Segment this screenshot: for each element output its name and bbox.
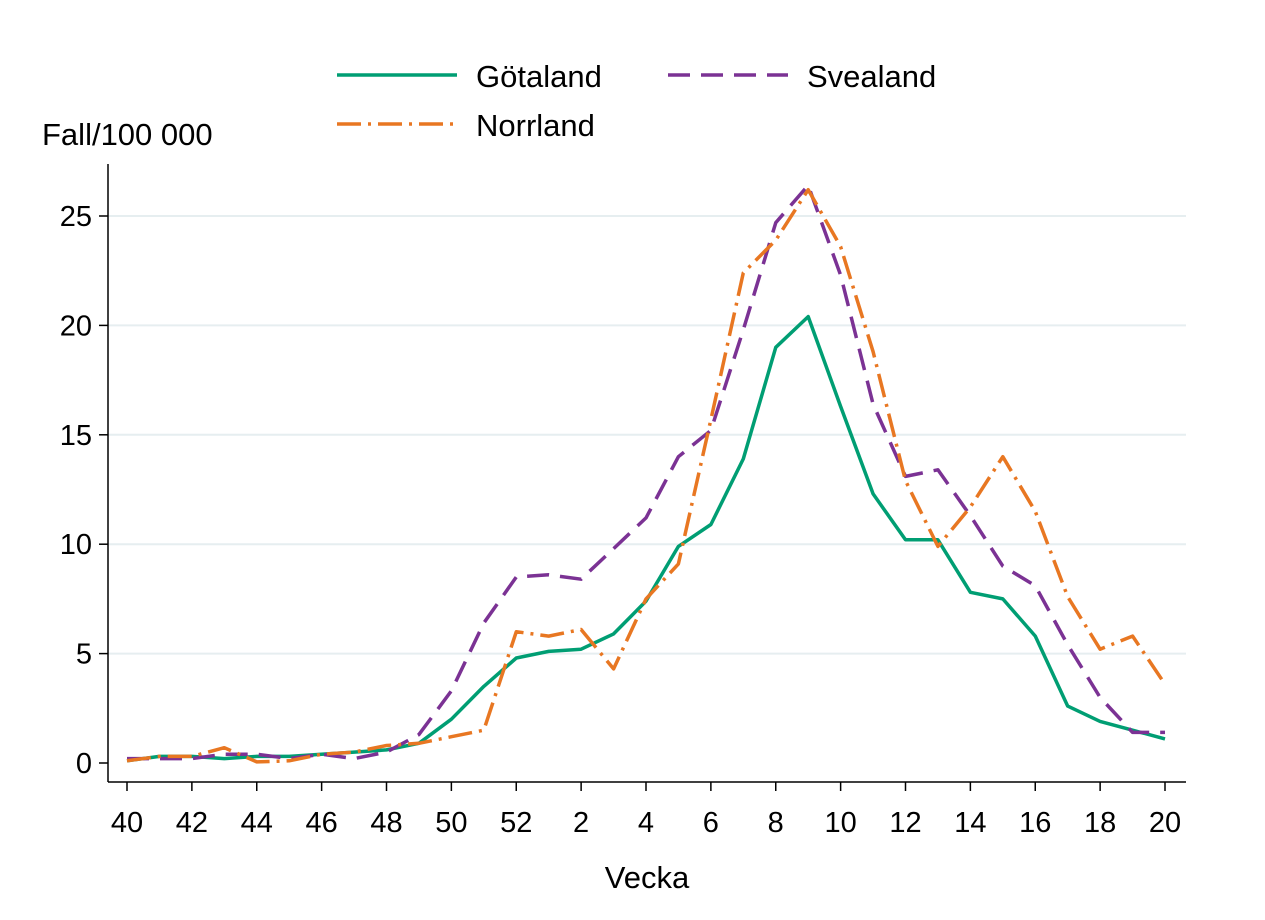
- x-tick-label: 2: [573, 807, 589, 839]
- legend-label-norrland: Norrland: [476, 108, 595, 143]
- x-axis-ticks: 40 42 44 46 48 50 52 2 4 6 8 10 12 14 16 18 20: [111, 782, 1181, 839]
- x-tick-label: 50: [435, 807, 467, 839]
- legend: Götaland Svealand Norrland: [337, 59, 936, 143]
- x-tick-label: 12: [889, 807, 921, 839]
- x-tick-label: 42: [176, 807, 208, 839]
- legend-label-gotaland: Götaland: [476, 59, 602, 94]
- x-tick-label: 48: [370, 807, 402, 839]
- x-axis-title: Vecka: [605, 860, 690, 895]
- series-line-svealand: [127, 183, 1165, 761]
- y-tick-label: 0: [76, 748, 92, 780]
- x-tick-label: 6: [703, 807, 719, 839]
- legend-label-svealand: Svealand: [807, 59, 936, 94]
- y-axis-title: Fall/100 000: [42, 117, 213, 152]
- x-tick-label: 40: [111, 807, 143, 839]
- grid: [108, 215, 1186, 655]
- x-tick-label: 16: [1019, 807, 1051, 839]
- x-tick-label: 46: [305, 807, 337, 839]
- x-tick-label: 20: [1149, 807, 1181, 839]
- y-axis-ticks: 0 5 10 15 20 25: [60, 201, 108, 780]
- x-tick-label: 8: [768, 807, 784, 839]
- series-line-norrland: [126, 187, 1167, 764]
- y-tick-label: 20: [60, 310, 92, 342]
- x-tick-label: 52: [500, 807, 532, 839]
- y-tick-label: 25: [60, 201, 92, 233]
- x-tick-label: 44: [241, 807, 273, 839]
- y-tick-label: 10: [60, 529, 92, 561]
- y-tick-label: 15: [60, 420, 92, 452]
- y-tick-label: 5: [76, 639, 92, 671]
- x-tick-label: 14: [954, 807, 986, 839]
- x-tick-label: 10: [824, 807, 856, 839]
- series-lines: [126, 183, 1167, 764]
- series-line-gotaland: [126, 314, 1166, 763]
- x-tick-label: 18: [1084, 807, 1116, 839]
- x-tick-label: 4: [638, 807, 654, 839]
